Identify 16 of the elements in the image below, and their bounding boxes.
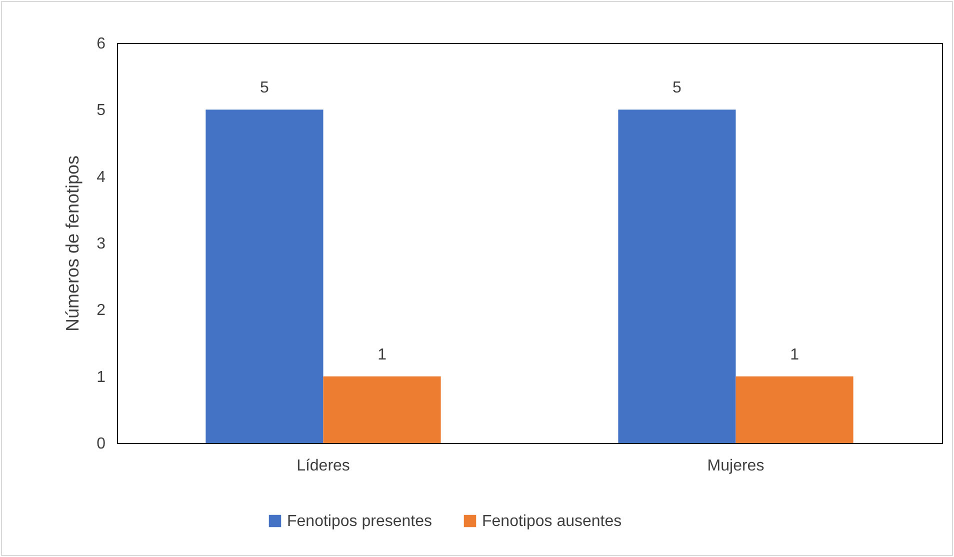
legend-label: Fenotipos presentes (287, 513, 432, 530)
data-label: 1 (378, 346, 387, 364)
y-tick-label: 6 (96, 36, 106, 52)
x-tick-label: Mujeres (707, 458, 764, 474)
y-tick-label: 5 (96, 102, 106, 120)
y-tick-label: 1 (96, 368, 106, 386)
data-label: 5 (672, 80, 682, 97)
y-tick-label: 4 (96, 168, 106, 186)
data-label: 5 (260, 80, 270, 97)
y-tick-label: 0 (96, 436, 106, 452)
legend-label: Fenotipos ausentes (482, 513, 622, 530)
data-label: 1 (790, 346, 800, 364)
x-tick-label: Líderes (296, 458, 350, 474)
y-tick-label: 2 (96, 302, 106, 320)
y-axis-title: Números de fenotipos (62, 155, 83, 332)
y-tick-label: 3 (96, 236, 106, 252)
